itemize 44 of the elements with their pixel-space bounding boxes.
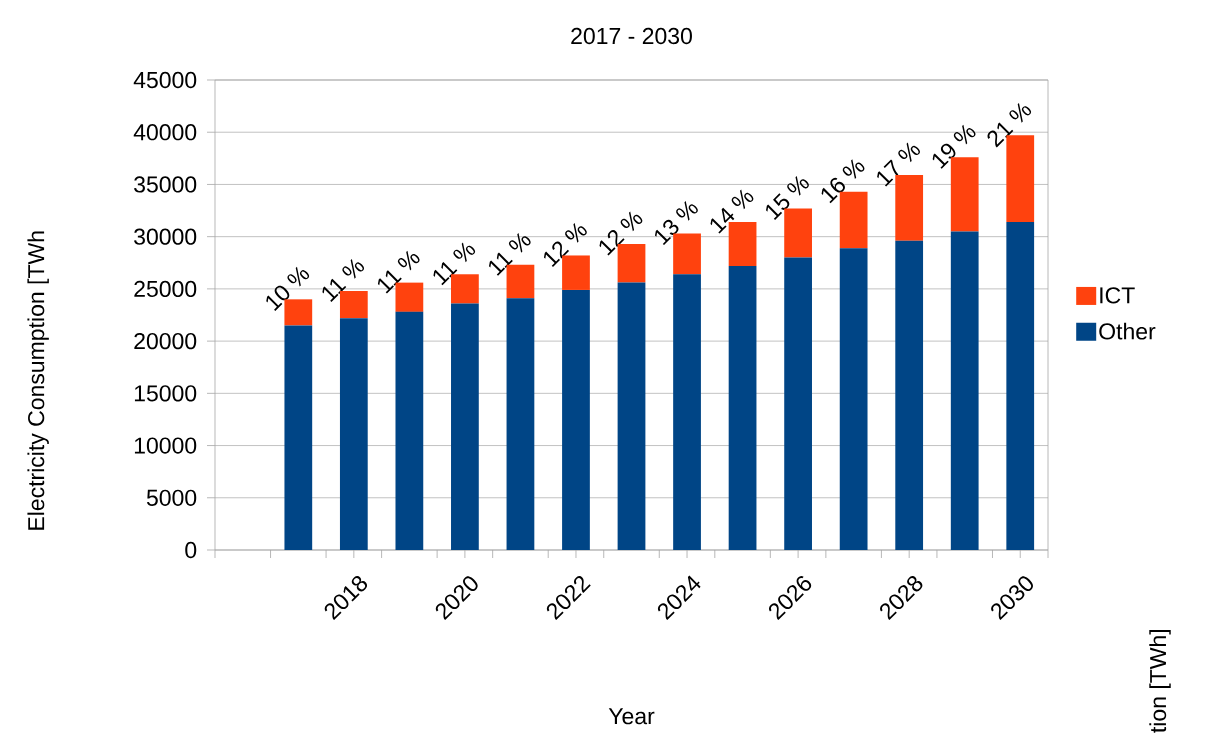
y-tick-label: 5000 [146, 489, 197, 506]
bar [617, 282, 646, 550]
y-tick-label: 35000 [134, 176, 197, 193]
y-tick-label: 40000 [133, 124, 197, 141]
bar [728, 265, 757, 550]
annotation: 12 % [599, 211, 643, 256]
annotation: 11 % [322, 259, 365, 302]
bar [339, 318, 368, 550]
bar [1006, 222, 1035, 550]
annotation: 11 % [433, 242, 476, 286]
annotation: 15 % [766, 175, 809, 221]
legend-label: ICT [1100, 287, 1135, 304]
bar [506, 298, 535, 550]
annotation: 12 % [543, 223, 587, 268]
annotation: 14 % [710, 189, 754, 234]
annotation: 11 % [377, 250, 420, 294]
bar [895, 240, 924, 550]
bar [562, 289, 590, 550]
annotation: 17 % [877, 142, 920, 187]
text: tion [TWh] [1149, 629, 1171, 733]
bar [284, 325, 313, 550]
x-axis-title: Year [608, 708, 655, 725]
y-tick-label: 30000 [134, 228, 197, 245]
bar [395, 311, 424, 550]
annotation: 19 % [932, 124, 976, 169]
annotation: 10 % [266, 266, 310, 311]
y-tick-label: 25000 [134, 280, 197, 298]
annotation: 13 % [655, 201, 698, 246]
y-axis-title: Electricity Consumption [TWh [27, 231, 49, 530]
annotation: 21 % [987, 102, 1032, 148]
y-tick-label: 15000 [134, 385, 197, 402]
y-tick-label: 45000 [133, 71, 197, 89]
bar [784, 257, 812, 550]
bar [673, 274, 701, 550]
y-tick-label: 20000 [134, 332, 197, 350]
bar [839, 248, 868, 550]
bar [950, 231, 979, 550]
bar [451, 303, 479, 550]
annotation: 16 % [821, 159, 865, 204]
y-tick-label: 0 [185, 541, 197, 559]
y-tick-label: 10000 [134, 437, 197, 454]
annotation: 11 % [488, 232, 531, 276]
legend-label: Other [1099, 322, 1156, 340]
chart-title: 2017 - 2030 [571, 27, 692, 45]
